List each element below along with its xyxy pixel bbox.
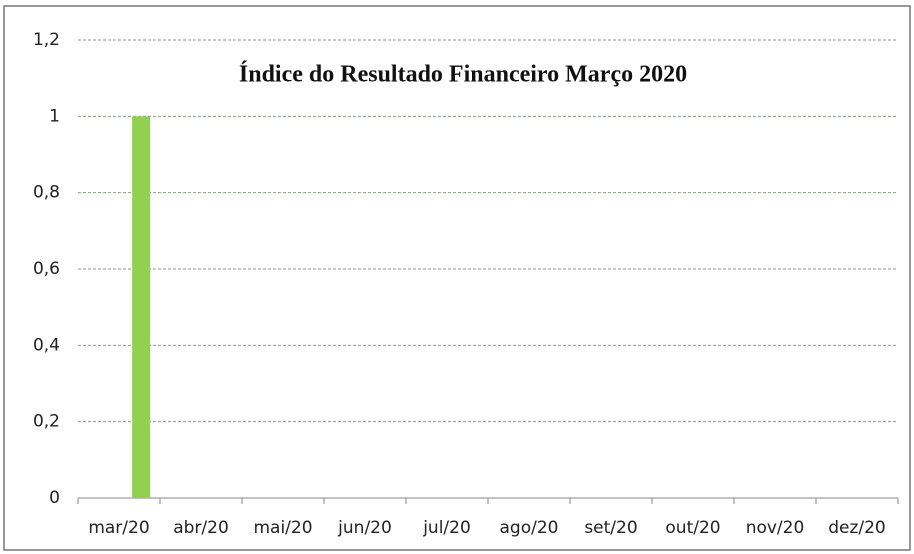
y-tick-label: 0,8 — [33, 183, 60, 203]
y-tick-label: 0,6 — [33, 259, 60, 279]
x-tick-label: ago/20 — [500, 518, 559, 538]
y-tick-label: 0,4 — [33, 335, 60, 355]
y-tick-label: 0,2 — [33, 412, 60, 432]
x-tick-label: out/20 — [665, 518, 720, 538]
y-tick-label: 1 — [49, 106, 60, 126]
x-tick-label: jun/20 — [337, 518, 392, 538]
chart-border — [3, 5, 911, 551]
bar — [132, 116, 151, 498]
x-tick-label: set/20 — [584, 518, 637, 538]
y-tick-label: 1,2 — [33, 30, 60, 50]
x-tick-label: jul/20 — [422, 518, 471, 538]
x-tick-label: dez/20 — [828, 518, 886, 538]
x-tick-label: abr/20 — [173, 518, 229, 538]
chart-title: Índice do Resultado Financeiro Março 202… — [239, 62, 687, 88]
y-tick-label: 0 — [49, 488, 60, 508]
x-tick-label: mai/20 — [253, 518, 312, 538]
x-tick-label: nov/20 — [746, 518, 805, 538]
x-tick-label: mar/20 — [88, 518, 149, 538]
